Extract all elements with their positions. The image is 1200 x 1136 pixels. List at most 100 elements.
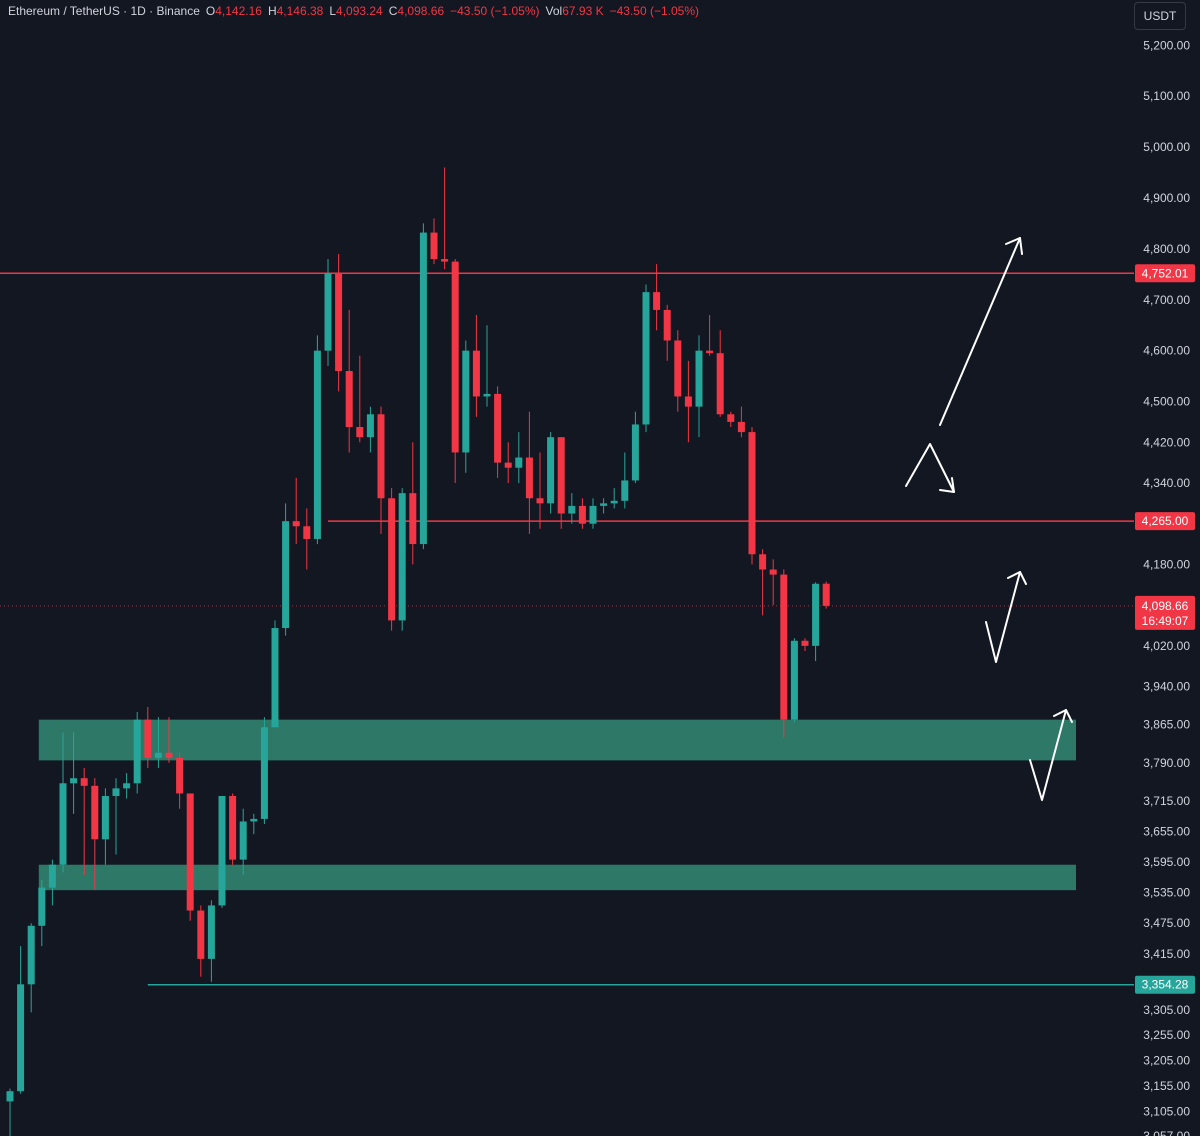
candle-body [684,396,692,407]
candle-body [769,569,777,575]
currency-button[interactable]: USDT [1134,2,1186,30]
candle-body [123,783,131,789]
candle-body [133,719,141,784]
candle-body [716,353,724,415]
price-axis: 5,200.00 5,100.00 5,000.00 4,900.00 4,800.00… [1143,38,1190,1136]
candle-body [197,910,205,959]
price-tick-label: 3,155.00 [1143,1079,1190,1093]
candle-body [377,414,385,499]
candle-body [218,796,226,906]
candle-body [165,752,173,758]
last-price-tag-box [1135,595,1195,630]
candle-body [801,640,809,646]
candle-body [822,583,830,606]
price-tick-label: 3,535.00 [1143,886,1190,900]
arrow-breakout-up-head [1005,237,1023,255]
candle-body [324,273,332,351]
candle-body [674,340,682,397]
price-tick-label: 4,600.00 [1143,344,1190,358]
arrow-rejection [905,443,955,493]
candle-body [313,350,321,539]
volume-label: Vol [545,4,563,18]
price-tick-label: 5,000.00 [1143,140,1190,154]
candle-body [70,778,78,784]
candle-body [229,796,237,860]
candle-body [112,788,120,797]
candle-body [239,821,247,860]
candle-body [6,1091,14,1102]
candles-group [6,167,830,1136]
candle-body [271,628,279,728]
candle-body [472,350,480,397]
price-tag-box [1135,264,1195,283]
open-value: 4,142.16 [215,4,262,18]
price-tick-label: 3,305.00 [1143,1003,1190,1017]
candle-body [631,424,639,481]
candle-body [17,984,25,1092]
arrow-bounce-lower-head [1053,709,1073,723]
candle-body [759,554,767,570]
price-tick-label: 3,255.00 [1143,1028,1190,1042]
price-tag-label: 4,265.00 [1142,514,1189,528]
candle-body [176,757,184,794]
candle-body [451,261,459,453]
candle-body [589,505,597,524]
price-tick-label: 4,800.00 [1143,242,1190,256]
candle-body [101,796,109,840]
candle-body [91,785,99,840]
price-tick-label: 3,205.00 [1143,1054,1190,1068]
candle-body [494,393,502,463]
price-tick-label: 5,100.00 [1143,89,1190,103]
price-tick-label: 4,700.00 [1143,293,1190,307]
symbol-title[interactable]: Ethereum / TetherUS · 1D · Binance [8,4,200,18]
price-tick-label: 4,420.00 [1143,435,1190,449]
candle-body [706,350,714,354]
chart-legend: Ethereum / TetherUS · 1D · Binance O4,14… [8,4,699,18]
price-tick-label: 3,105.00 [1143,1105,1190,1119]
candle-body [260,727,268,819]
volume-value: 67.93 K [562,4,604,18]
low-value: 4,093.24 [336,4,383,18]
candle-body [345,371,353,427]
price-tag-label: 3,354.28 [1142,978,1189,992]
price-tag-label: 4,752.01 [1142,266,1189,280]
candle-body [504,462,512,468]
price-tick-label: 3,475.00 [1143,916,1190,930]
price-tick-label: 5,200.00 [1143,38,1190,52]
candle-body [186,793,194,911]
candle-body [790,640,798,720]
candle-body [536,498,544,504]
candle-body [610,500,618,504]
candle-body [27,925,35,985]
price-tick-label: 3,715.00 [1143,794,1190,808]
close-label: C [388,4,398,18]
price-tag-box [1135,512,1195,531]
candle-body [557,437,565,514]
open-label: O [205,4,216,18]
candle-body [388,498,396,621]
price-tick-label: 3,595.00 [1143,855,1190,869]
candle-body [80,778,88,786]
candle-body [250,818,258,822]
arrow-rejection-head [939,477,955,493]
candle-body [568,505,576,514]
candle-body [748,432,756,555]
candle-body [621,480,629,501]
candle-body [409,493,417,545]
close-value: 4,098.66 [397,4,445,18]
price-tick-label: 3,790.00 [1143,756,1190,770]
annotation-arrows [905,237,1073,801]
candle-body [663,309,671,341]
candle-body [642,292,650,425]
price-tick-label: 3,865.00 [1143,718,1190,732]
candle-body [366,414,374,438]
candle-body [335,273,343,372]
candle-body [430,232,438,260]
candle-body [292,521,300,527]
support-zone-2 [38,864,1076,891]
price-tick-label: 4,340.00 [1143,476,1190,490]
candle-body [59,783,67,865]
arrow-bounce-upper-head [1007,571,1027,585]
